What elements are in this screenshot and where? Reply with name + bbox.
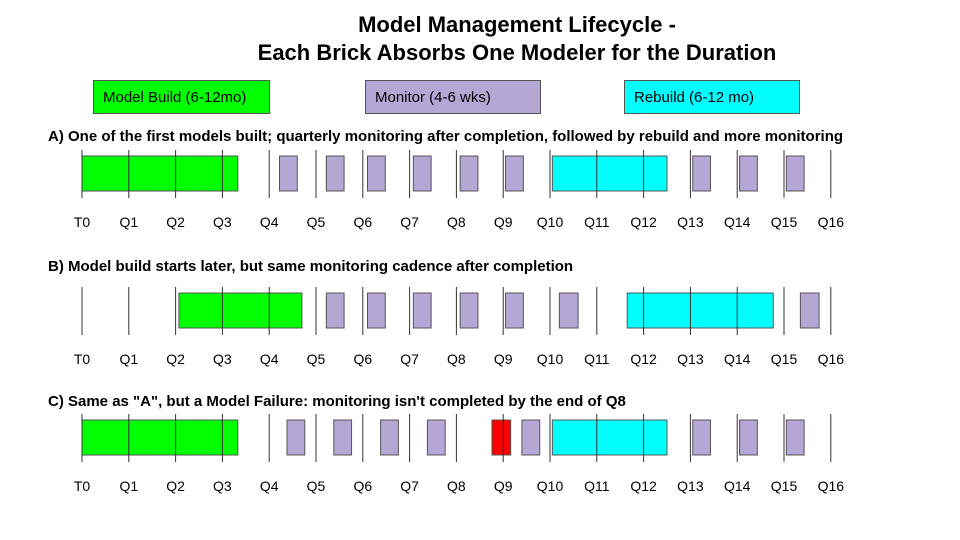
monitor-block — [278, 155, 298, 192]
monitor-block — [692, 419, 712, 456]
monitor-block — [426, 419, 446, 456]
monitor-block — [459, 292, 479, 329]
diagram-title-line2: Each Brick Absorbs One Modeler for the D… — [257, 40, 777, 65]
quarter-label: Q7 — [400, 214, 419, 230]
legend-model-build: Model Build (6-12mo) — [93, 80, 270, 114]
quarter-label: Q1 — [119, 214, 138, 230]
quarter-label: Q5 — [307, 214, 326, 230]
rebuild-block — [626, 292, 774, 329]
quarter-label: T0 — [74, 478, 91, 494]
quarter-label: Q12 — [630, 351, 657, 367]
monitor-block — [325, 155, 345, 192]
monitor-block — [366, 155, 386, 192]
quarter-label: Q16 — [818, 214, 845, 230]
quarter-label: Q7 — [400, 478, 419, 494]
build-block — [178, 292, 303, 329]
quarter-label: Q4 — [260, 478, 279, 494]
monitor-block — [505, 155, 524, 192]
quarter-label: Q12 — [630, 214, 657, 230]
scenario-row-2: T0 Q1 Q2 Q3 Q4 Q5 Q6 Q7 Q8 Q9 Q10 Q11 Q12 Q13 Q14 Q15 Q1… — [74, 414, 844, 494]
legend-rebuild: Rebuild (6-12 mo) — [624, 80, 800, 114]
quarter-label: Q4 — [260, 351, 279, 367]
quarter-label: Q3 — [213, 214, 232, 230]
monitor-block — [366, 292, 386, 329]
legend-monitor: Monitor (4-6 wks) — [365, 80, 541, 114]
scenario-c-label: C) Same as "A", but a Model Failure: mon… — [48, 393, 626, 410]
monitor-block — [521, 419, 541, 456]
quarter-label: Q8 — [447, 478, 466, 494]
quarter-label: Q10 — [537, 214, 564, 230]
quarter-label: Q10 — [537, 351, 564, 367]
quarter-label: Q1 — [119, 478, 138, 494]
quarter-label: Q13 — [677, 351, 704, 367]
scenario-row-1: T0 Q1 Q2 Q3 Q4 Q5 Q6 Q7 Q8 Q9 Q10 Q11 Q12 Q13 Q14 Q15 Q1… — [74, 287, 844, 367]
quarter-label: Q9 — [494, 214, 513, 230]
quarter-label: Q1 — [119, 351, 138, 367]
scenario-a-label: A) One of the first models built; quarte… — [48, 128, 844, 145]
quarter-label: Q14 — [724, 351, 751, 367]
monitor-block — [459, 155, 479, 192]
quarter-label: T0 — [74, 214, 91, 230]
quarter-label: Q11 — [584, 351, 610, 367]
quarter-label: Q14 — [724, 214, 751, 230]
quarter-label: Q11 — [584, 214, 610, 230]
monitor-block — [692, 155, 712, 192]
quarter-label: Q15 — [771, 478, 798, 494]
monitor-block — [505, 292, 524, 329]
monitor-block — [558, 292, 579, 329]
quarter-label: Q6 — [353, 478, 372, 494]
quarter-label: Q15 — [771, 214, 798, 230]
quarter-label: Q16 — [818, 351, 845, 367]
rebuild-block — [551, 155, 668, 192]
monitor-block — [333, 419, 353, 456]
scenario-b-label: B) Model build starts later, but same mo… — [48, 258, 574, 275]
build-block — [81, 419, 239, 456]
quarter-label: Q5 — [307, 478, 326, 494]
quarter-label: Q3 — [213, 351, 232, 367]
scenario-row-0: T0 Q1 Q2 Q3 Q4 Q5 Q6 Q7 Q8 Q9 Q10 Q11 Q12 Q13 Q14 Q15 Q1… — [74, 150, 844, 230]
quarter-label: Q7 — [400, 351, 419, 367]
monitor-block — [412, 155, 432, 192]
quarter-label: Q9 — [494, 478, 513, 494]
quarter-label: Q16 — [818, 478, 845, 494]
build-block — [81, 155, 239, 192]
monitor-block — [325, 292, 345, 329]
quarter-label: Q13 — [677, 478, 704, 494]
quarter-label: Q11 — [584, 478, 610, 494]
quarter-label: Q3 — [213, 478, 232, 494]
quarter-label: Q4 — [260, 214, 279, 230]
monitor-block — [785, 419, 805, 456]
monitor-block — [412, 292, 432, 329]
monitor-block — [739, 419, 758, 456]
quarter-label: Q15 — [771, 351, 798, 367]
legend-monitor-label: Monitor (4-6 wks) — [375, 89, 491, 106]
monitor-block — [785, 155, 805, 192]
quarter-label: Q8 — [447, 214, 466, 230]
quarter-label: T0 — [74, 351, 91, 367]
quarter-label: Q8 — [447, 351, 466, 367]
failure-block — [491, 419, 512, 456]
quarter-label: Q2 — [166, 478, 185, 494]
quarter-label: Q13 — [677, 214, 704, 230]
quarter-label: Q10 — [537, 478, 564, 494]
quarter-label: Q9 — [494, 351, 513, 367]
quarter-label: Q6 — [353, 214, 372, 230]
quarter-label: Q2 — [166, 351, 185, 367]
quarter-label: Q2 — [166, 214, 185, 230]
quarter-label: Q14 — [724, 478, 751, 494]
legend-model-build-label: Model Build (6-12mo) — [103, 89, 247, 106]
rebuild-block — [551, 419, 668, 456]
monitor-block — [739, 155, 758, 192]
quarter-label: Q5 — [307, 351, 326, 367]
legend-rebuild-label: Rebuild (6-12 mo) — [634, 89, 755, 106]
diagram-title-line1: Model Management Lifecycle - — [358, 12, 676, 37]
quarter-label: Q6 — [353, 351, 372, 367]
quarter-label: Q12 — [630, 478, 657, 494]
monitor-block — [380, 419, 399, 456]
monitor-block — [286, 419, 306, 456]
monitor-block — [799, 292, 820, 329]
